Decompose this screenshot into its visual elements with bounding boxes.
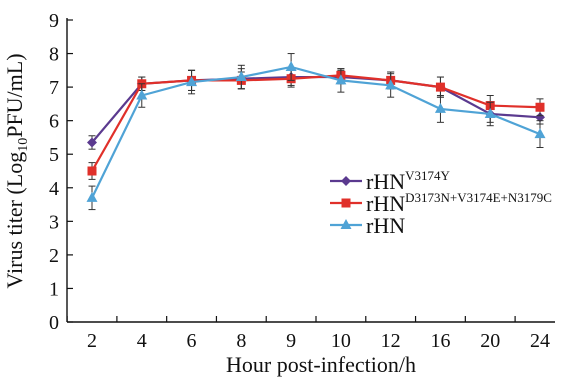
series-1	[87, 68, 545, 150]
data-point	[136, 89, 148, 100]
y-tick-label: 5	[49, 144, 59, 166]
series-3	[86, 53, 546, 211]
x-tick-label: 12	[381, 330, 401, 352]
data-point	[434, 102, 446, 113]
data-point	[535, 102, 545, 112]
x-tick-label: 2	[87, 330, 97, 352]
x-axis-title: Hour post-infection/h	[226, 352, 416, 377]
y-tick-label: 6	[49, 111, 59, 133]
legend-item: rHND3173N+V3174E+N3179C	[330, 190, 552, 216]
data-point	[87, 137, 97, 148]
y-axis-ticks: 0 1 2 3 4 5 6 7 8 9	[49, 10, 73, 334]
axes	[66, 18, 555, 323]
y-tick-label: 4	[49, 178, 59, 200]
x-axis-ticks: 2 4 6 8 9 10 12 16 20 24	[66, 316, 550, 352]
data-point	[484, 107, 496, 118]
y-axis-title-prefix: Virus titer (Log	[2, 152, 27, 289]
y-tick-label: 2	[49, 245, 59, 267]
x-tick-label: 10	[331, 330, 351, 352]
series-line	[91, 74, 541, 172]
series-line	[91, 65, 541, 199]
y-axis-title-suffix: PFU/mL)	[2, 53, 27, 137]
data-point	[385, 79, 397, 90]
data-point	[534, 128, 546, 139]
legend-item: rHN	[330, 213, 405, 238]
data-point	[435, 82, 445, 92]
x-tick-label: 20	[480, 330, 500, 352]
legend-marker	[341, 176, 351, 186]
series-2	[87, 68, 545, 180]
x-tick-label: 9	[286, 330, 296, 352]
data-point	[535, 112, 545, 123]
y-tick-label: 9	[49, 10, 59, 32]
legend-label: rHNV3174Y	[366, 168, 450, 194]
legend-marker	[340, 219, 352, 229]
legend-item: rHNV3174Y	[330, 168, 450, 194]
x-tick-label: 6	[187, 330, 197, 352]
legend-label: rHND3173N+V3174E+N3179C	[366, 190, 552, 216]
data-point	[86, 191, 98, 202]
x-tick-label: 16	[430, 330, 450, 352]
y-axis-title-subscript: 10	[16, 138, 31, 152]
series-layer	[86, 53, 546, 211]
y-tick-label: 7	[49, 77, 59, 99]
data-point	[235, 71, 247, 82]
data-point	[87, 166, 97, 176]
x-tick-label: 8	[236, 330, 246, 352]
series-line	[91, 75, 541, 144]
x-tick-label: 24	[530, 330, 550, 352]
data-point	[186, 76, 198, 87]
data-point	[285, 60, 297, 71]
data-point	[335, 74, 347, 85]
y-tick-label: 8	[49, 44, 59, 66]
y-tick-label: 3	[49, 211, 59, 233]
y-tick-label: 1	[49, 278, 59, 300]
y-tick-label: 0	[49, 312, 59, 334]
legend-label: rHN	[366, 213, 405, 238]
x-tick-label: 4	[137, 330, 147, 352]
legend-marker	[341, 198, 351, 208]
y-axis-title: Virus titer (Log10PFU/mL)	[2, 53, 31, 288]
